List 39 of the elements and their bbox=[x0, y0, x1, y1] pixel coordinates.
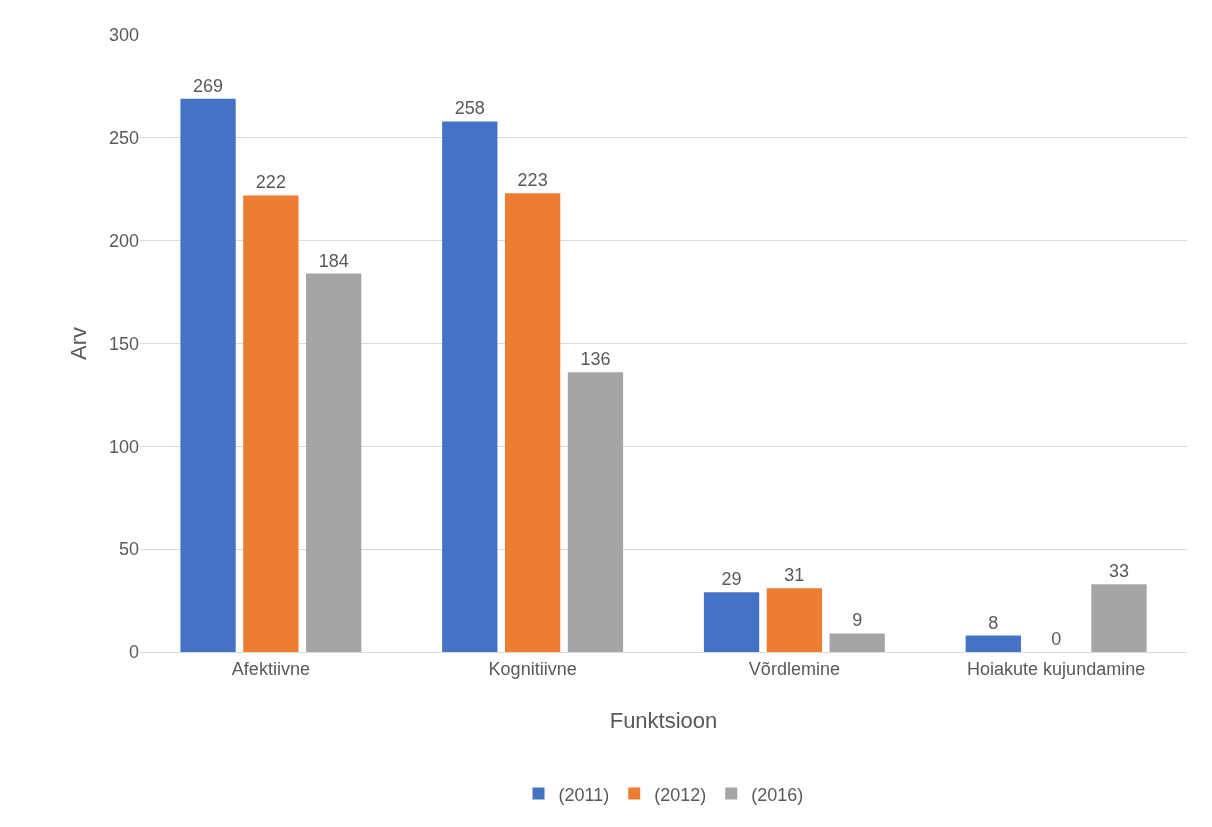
y-tick-label: 250 bbox=[108, 128, 139, 149]
legend-label: (2016) bbox=[751, 784, 804, 805]
x-axis-title: Funktsioon bbox=[609, 708, 718, 733]
y-tick-label: 200 bbox=[108, 230, 139, 251]
y-tick-label: 150 bbox=[108, 333, 139, 354]
bar bbox=[243, 195, 299, 652]
bar bbox=[766, 588, 823, 652]
bar bbox=[965, 635, 1021, 652]
data-label: 29 bbox=[721, 569, 742, 590]
data-label: 184 bbox=[318, 250, 349, 271]
bar bbox=[504, 193, 561, 652]
data-label: 8 bbox=[988, 612, 999, 633]
data-label: 258 bbox=[454, 98, 485, 119]
x-tick-label: Võrdlemine bbox=[748, 658, 840, 679]
data-label: 222 bbox=[255, 172, 286, 193]
data-label: 223 bbox=[517, 170, 548, 191]
y-tick-label: 300 bbox=[108, 25, 139, 46]
bar bbox=[829, 633, 885, 652]
y-tick-label: 50 bbox=[118, 539, 139, 560]
data-label: 0 bbox=[1051, 629, 1062, 649]
data-label: 136 bbox=[580, 349, 611, 370]
legend-label: (2011) bbox=[558, 784, 610, 805]
bar bbox=[180, 98, 236, 652]
data-label: 9 bbox=[852, 610, 863, 631]
data-label: 31 bbox=[784, 565, 805, 586]
y-axis-title: Arv bbox=[66, 327, 91, 360]
x-tick-label: Hoiakute kujundamine bbox=[967, 658, 1146, 679]
bar bbox=[567, 372, 624, 652]
bar bbox=[703, 592, 760, 652]
bar bbox=[442, 121, 498, 652]
data-label: 33 bbox=[1108, 561, 1129, 582]
legend-label: (2012) bbox=[654, 784, 707, 805]
x-tick-label: Afektiivne bbox=[231, 658, 310, 679]
y-tick-label: 100 bbox=[108, 436, 139, 457]
y-tick-label: 0 bbox=[128, 642, 139, 663]
bar bbox=[1091, 584, 1147, 652]
data-label: 269 bbox=[193, 75, 224, 96]
bar bbox=[306, 273, 362, 652]
x-tick-label: Kognitiivne bbox=[488, 658, 577, 679]
